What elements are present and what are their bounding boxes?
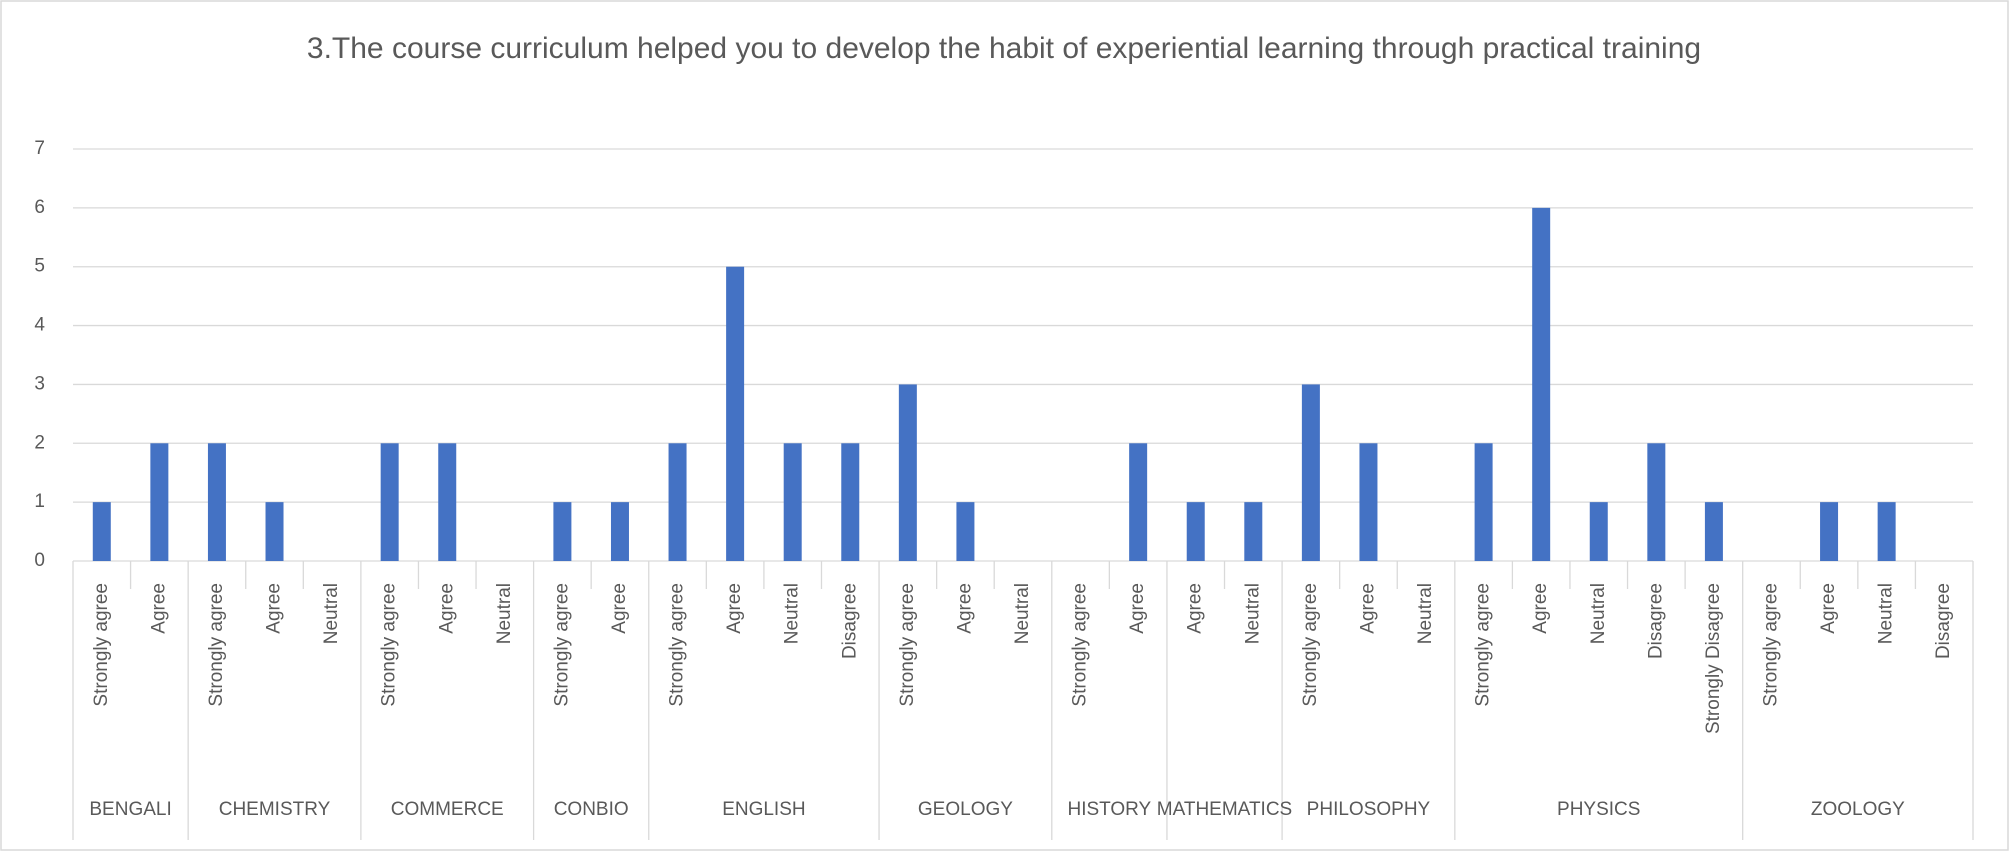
y-tick-label: 6 [34, 197, 45, 218]
group-label: CHEMISTRY [219, 799, 331, 820]
x-tick-label: Agree [1530, 583, 1551, 634]
x-tick-label: Disagree [1933, 583, 1954, 659]
x-tick-label: Neutral [494, 583, 515, 644]
x-tick-label: Strongly agree [379, 583, 400, 707]
chart-title: 3.The course curriculum helped you to de… [306, 32, 1702, 65]
bar [841, 443, 860, 561]
group-label: HISTORY [1067, 799, 1151, 820]
y-tick-label: 5 [34, 256, 45, 277]
x-tick-label: Disagree [1645, 583, 1666, 659]
x-tick-label: Strongly agree [897, 583, 918, 707]
x-tick-label: Agree [1127, 583, 1148, 634]
x-tick-label: Strongly agree [1761, 583, 1782, 707]
bar [1704, 502, 1723, 561]
x-tick-label: Agree [264, 583, 285, 634]
bar [207, 443, 226, 561]
x-tick-label: Neutral [782, 583, 803, 644]
y-tick-label: 7 [34, 138, 45, 159]
x-tick-label: Agree [1185, 583, 1206, 634]
x-tick-label: Agree [148, 583, 169, 634]
bar [783, 443, 802, 561]
group-label: PHYSICS [1557, 799, 1640, 820]
x-tick-label: Strongly agree [1300, 583, 1321, 707]
bar [265, 502, 284, 561]
x-tick-label: Strongly agree [667, 583, 688, 707]
bar [1186, 502, 1205, 561]
y-tick-label: 3 [34, 373, 45, 394]
y-tick-label: 2 [34, 432, 45, 453]
x-tick-label: Agree [1357, 583, 1378, 634]
x-tick-label: Neutral [1876, 583, 1897, 644]
bar [668, 443, 687, 561]
x-tick-label: Strongly agree [1070, 583, 1091, 707]
group-label: CONBIO [554, 799, 629, 820]
bar [898, 384, 917, 561]
bar [438, 443, 457, 561]
bar [956, 502, 975, 561]
group-label: PHILOSOPHY [1307, 799, 1431, 820]
group-label: ZOOLOGY [1811, 799, 1905, 820]
bar [1301, 384, 1320, 561]
bar [1359, 443, 1378, 561]
x-tick-label: Neutral [1242, 583, 1263, 644]
bar [1589, 502, 1608, 561]
bar [1820, 502, 1839, 561]
x-tick-label: Agree [436, 583, 457, 634]
bar [380, 443, 399, 561]
x-tick-label: Strongly agree [1473, 583, 1494, 707]
bar [1244, 502, 1263, 561]
x-tick-label: Strongly Disagree [1703, 583, 1724, 734]
y-tick-label: 4 [34, 315, 45, 336]
x-tick-label: Strongly agree [206, 583, 227, 707]
x-tick-label: Agree [724, 583, 745, 634]
x-tick-label: Agree [609, 583, 630, 634]
x-tick-label: Agree [1818, 583, 1839, 634]
bar [92, 502, 111, 561]
y-tick-label: 0 [34, 550, 45, 571]
x-tick-label: Disagree [839, 583, 860, 659]
bar [1129, 443, 1148, 561]
group-label: COMMERCE [391, 799, 504, 820]
bar [1647, 443, 1666, 561]
bar [1877, 502, 1896, 561]
x-tick-label: Strongly agree [91, 583, 112, 707]
x-tick-label: Neutral [1588, 583, 1609, 644]
bar [610, 502, 629, 561]
x-tick-label: Agree [954, 583, 975, 634]
group-label: MATHEMATICS [1157, 799, 1292, 820]
group-label: ENGLISH [722, 799, 805, 820]
y-tick-label: 1 [34, 491, 45, 512]
x-tick-label: Neutral [1415, 583, 1436, 644]
bar [1474, 443, 1493, 561]
bar [553, 502, 572, 561]
group-label: BENGALI [89, 799, 171, 820]
x-tick-label: Neutral [1012, 583, 1033, 644]
bar [1532, 207, 1551, 561]
bar [150, 443, 169, 561]
x-tick-label: Neutral [321, 583, 342, 644]
bar [726, 266, 745, 561]
group-label: GEOLOGY [918, 799, 1013, 820]
x-tick-label: Strongly agree [551, 583, 572, 707]
